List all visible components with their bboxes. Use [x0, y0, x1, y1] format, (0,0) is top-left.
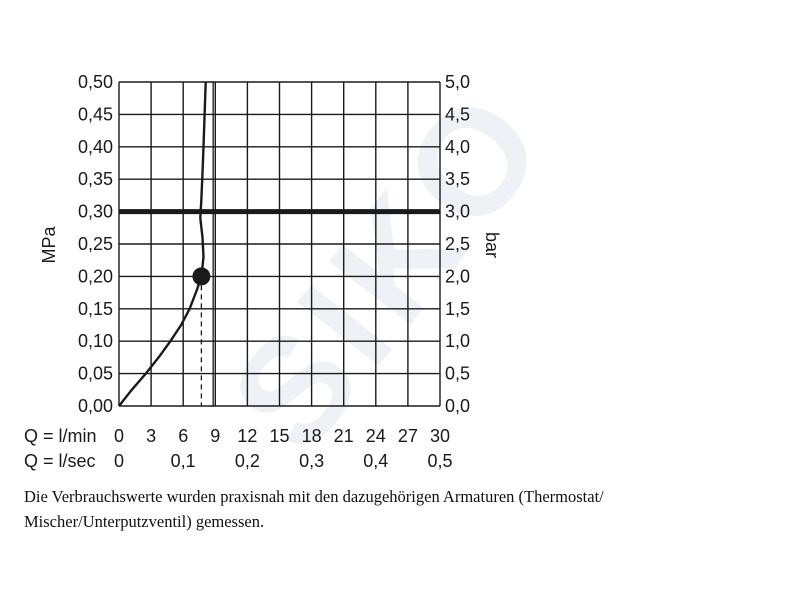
y-right-tick-label: 2,0: [445, 266, 470, 286]
x-tick-label: 18: [302, 426, 322, 446]
x-tick-label: 12: [237, 426, 257, 446]
y-left-tick-label: 0,00: [78, 396, 113, 416]
x-tick-label: 6: [178, 426, 188, 446]
x-tick-label: 0,3: [299, 451, 324, 471]
y-left-tick-label: 0,10: [78, 331, 113, 351]
y-right-tick-label: 4,5: [445, 104, 470, 124]
tick-labels: 0,000,050,100,150,200,250,300,350,400,45…: [24, 72, 470, 471]
series-layer: [118, 81, 211, 407]
x-tick-label: 30: [430, 426, 450, 446]
y-left-tick-label: 0,15: [78, 299, 113, 319]
x-tick-label: 15: [269, 426, 289, 446]
x-tick-label: 9: [210, 426, 220, 446]
operating-point-marker: [192, 267, 211, 286]
y-left-tick-label: 0,35: [78, 169, 113, 189]
y-left-tick-label: 0,40: [78, 137, 113, 157]
y-left-tick-label: 0,45: [78, 104, 113, 124]
note-line-2: Mischer/Unterputzventil) gemessen.: [24, 512, 265, 531]
reference-lines: [119, 82, 440, 406]
y-right-tick-label: 0,0: [445, 396, 470, 416]
y-left-tick-label: 0,25: [78, 234, 113, 254]
y-left-tick-label: 0,05: [78, 364, 113, 384]
x-tick-label: 3: [146, 426, 156, 446]
y-right-tick-label: 4,0: [445, 137, 470, 157]
note-line-1: Die Verbrauchswerte wurden praxisnah mit…: [24, 487, 604, 506]
y-right-axis-label: bar: [482, 232, 502, 258]
y-right-tick-label: 3,5: [445, 169, 470, 189]
y-right-tick-label: 0,5: [445, 364, 470, 384]
x-tick-label: 0: [114, 451, 124, 471]
y-right-tick-label: 5,0: [445, 72, 470, 92]
chart-grid: [118, 81, 441, 407]
x-tick-label: 0: [114, 426, 124, 446]
x-tick-label: 0,5: [427, 451, 452, 471]
y-right-tick-label: 1,0: [445, 331, 470, 351]
x-tick-label: 0,4: [363, 451, 388, 471]
y-right-tick-label: 3,0: [445, 202, 470, 222]
y-left-tick-label: 0,30: [78, 202, 113, 222]
y-left-tick-label: 0,20: [78, 266, 113, 286]
x-tick-label: 0,1: [171, 451, 196, 471]
y-left-axis-label: MPa: [39, 226, 59, 264]
y-right-tick-label: 2,5: [445, 234, 470, 254]
x-tick-label: 21: [334, 426, 354, 446]
x-tick-label: 24: [366, 426, 386, 446]
x-row-label: Q = l/min: [24, 426, 97, 446]
measurement-note: Die Verbrauchswerte wurden praxisnah mit…: [24, 484, 764, 534]
y-right-tick-label: 1,5: [445, 299, 470, 319]
x-row-label: Q = l/sec: [24, 451, 96, 471]
y-left-tick-label: 0,50: [78, 72, 113, 92]
x-tick-label: 27: [398, 426, 418, 446]
x-tick-label: 0,2: [235, 451, 260, 471]
